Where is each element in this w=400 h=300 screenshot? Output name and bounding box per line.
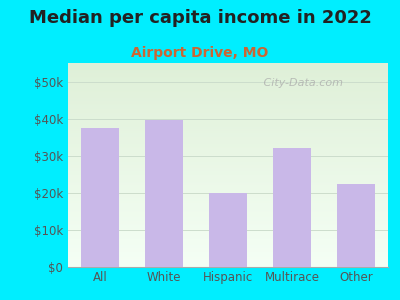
Bar — [273, 148, 311, 267]
Bar — [145, 121, 183, 267]
Text: City-Data.com: City-Data.com — [260, 78, 343, 88]
Text: Airport Drive, MO: Airport Drive, MO — [131, 46, 269, 61]
Bar — [81, 128, 119, 267]
Bar — [209, 193, 247, 267]
Bar — [337, 184, 375, 267]
Text: Median per capita income in 2022: Median per capita income in 2022 — [28, 9, 372, 27]
